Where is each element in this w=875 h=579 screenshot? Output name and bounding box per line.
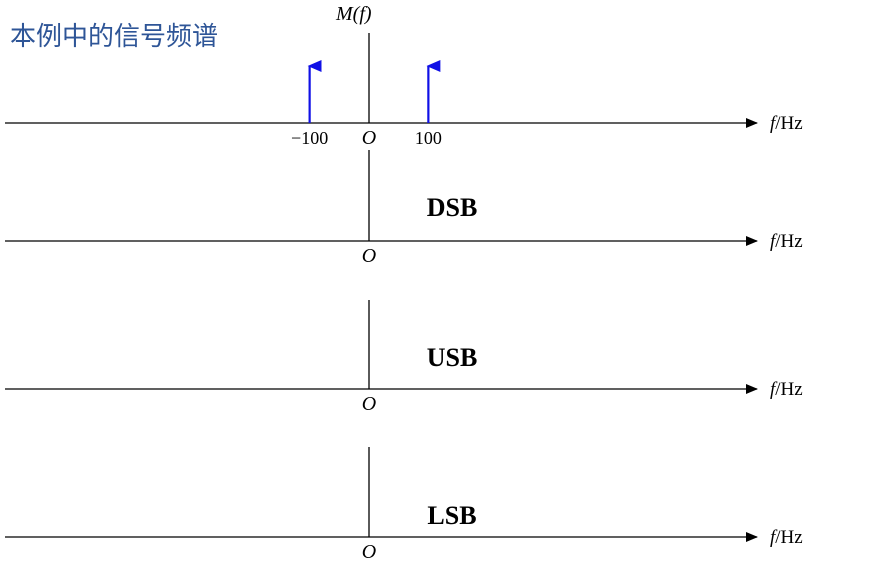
axis-unit-text: /Hz — [775, 231, 802, 252]
axis-unit-variable: f — [770, 113, 778, 134]
magnitude-label: M(f) — [335, 3, 372, 25]
modulation-label: LSB — [427, 501, 476, 530]
axis-unit-label: f/Hz — [770, 379, 803, 400]
axis-unit-label: f/Hz — [770, 527, 803, 548]
magnitude-label-text: M(f) — [335, 3, 372, 25]
axis-unit-variable: f — [770, 527, 778, 548]
axis-unit-label: f/Hz — [770, 113, 803, 134]
origin-label: O — [362, 393, 376, 415]
spectrum-panel-3: f/HzO−1000−9009001000LSB — [5, 447, 803, 563]
axis-unit-text: /Hz — [775, 113, 802, 134]
origin-label: O — [362, 127, 376, 149]
diagram-title: 本例中的信号频谱 — [10, 22, 218, 52]
axis-unit-text: /Hz — [775, 527, 802, 548]
axis-unit-text: /Hz — [775, 379, 802, 400]
spectrum-panel-2: f/HzO−1100−100010001100USB — [5, 300, 803, 415]
origin-label: O — [362, 541, 376, 563]
tick-label: −100 — [291, 128, 328, 148]
spectrum-panel-0: f/Hz O −100 100 — [5, 33, 803, 149]
axis-unit-variable: f — [770, 379, 778, 400]
modulation-label: USB — [427, 343, 478, 372]
axis-unit-label: f/Hz — [770, 231, 803, 252]
axis-unit-variable: f — [770, 231, 778, 252]
tick-label: 100 — [415, 128, 442, 148]
spectrum-panel-1: f/HzO−1100−1000−90090010001100DSB — [5, 150, 803, 267]
spectrum-panels: f/HzO−100100f/HzO−1100−1000−900900100011… — [5, 33, 803, 563]
modulation-label: DSB — [427, 193, 478, 222]
origin-label: O — [362, 245, 376, 267]
